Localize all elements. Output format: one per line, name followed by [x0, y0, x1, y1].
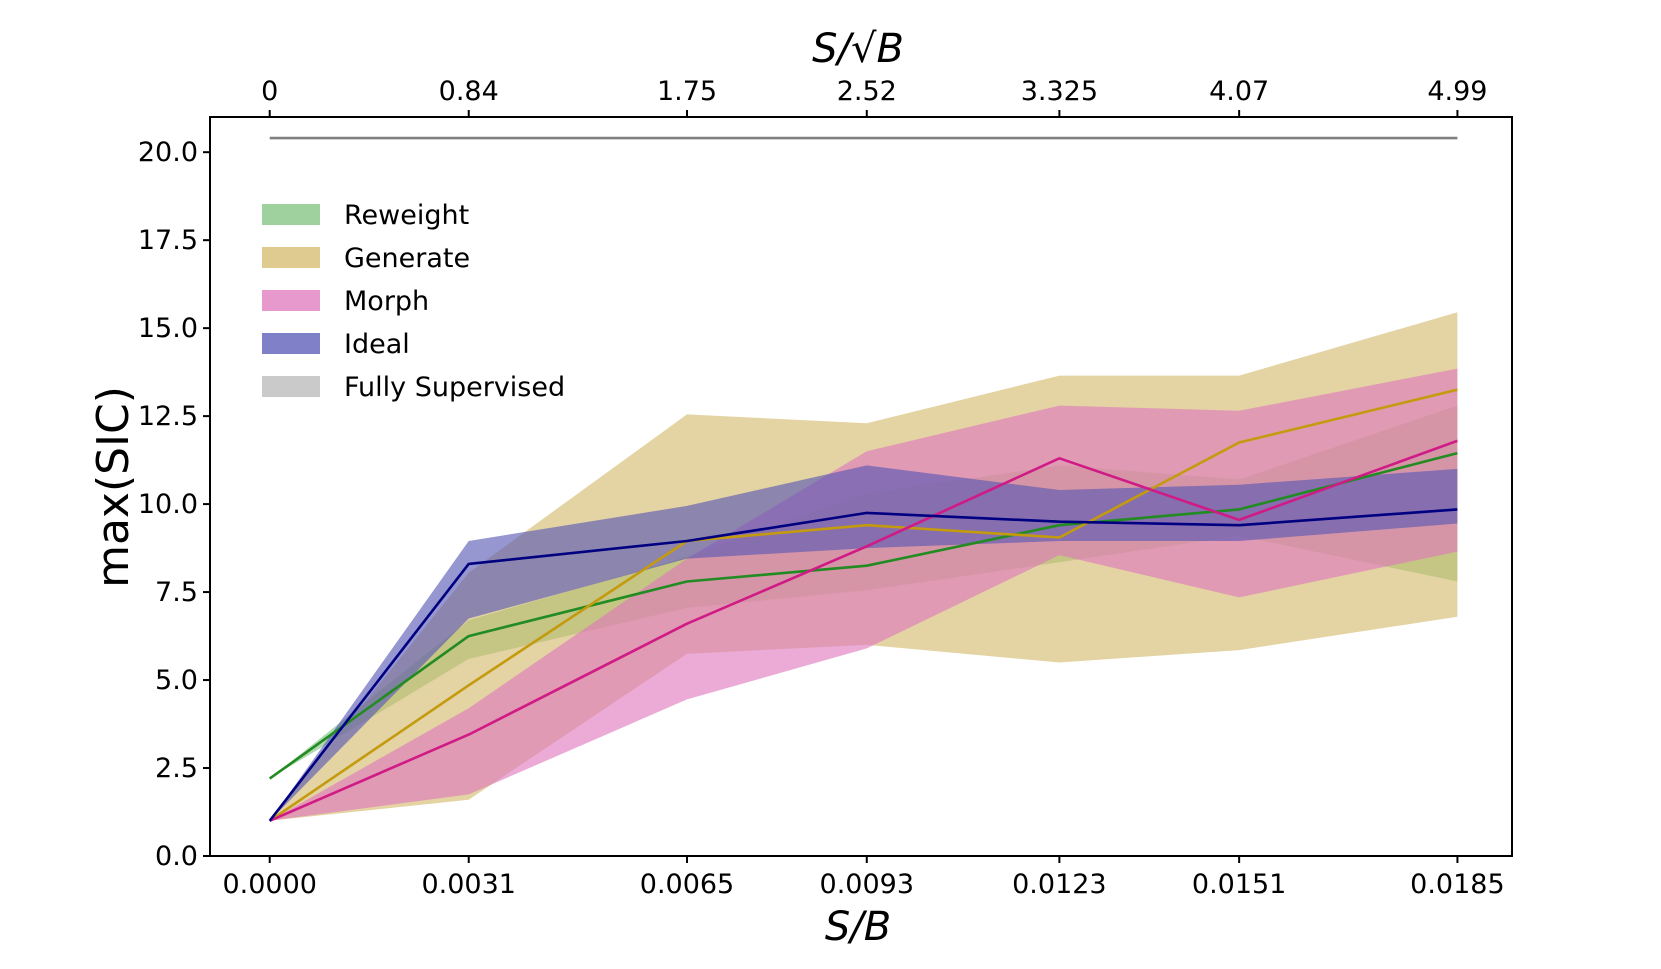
y-tick-label: 5.0 — [155, 665, 198, 696]
bottom-x-tick-label: 0.0000 — [222, 869, 316, 900]
y-tick-label: 20.0 — [138, 137, 198, 168]
y-tick-label: 17.5 — [138, 225, 198, 256]
generate-legend-swatch — [262, 247, 320, 268]
y-tick-label: 0.0 — [155, 841, 198, 872]
bottom-x-tick-label: 0.0031 — [421, 869, 515, 900]
uncertainty-bands — [269, 312, 1458, 821]
top-x-tick-label: 1.75 — [657, 76, 717, 107]
morph-line — [269, 439, 1458, 822]
y-tick-label: 15.0 — [138, 313, 198, 344]
reweight-line — [268, 451, 1458, 780]
top-x-tick-label: 0 — [261, 76, 278, 107]
ideal-legend-label: Ideal — [344, 329, 410, 360]
top-x-tick-label: 2.52 — [837, 76, 897, 107]
bottom-x-tick-label: 0.0151 — [1192, 869, 1286, 900]
fully-supervised-legend-swatch — [262, 376, 320, 397]
generate-legend-label: Generate — [344, 243, 470, 274]
legend: Reweight Generate Morph Ideal Fully Supervis… — [262, 200, 565, 403]
y-tick-label: 10.0 — [138, 489, 198, 520]
morph-band — [269, 368, 1458, 821]
bottom-x-axis-label: S/B — [825, 904, 891, 950]
generate-line — [268, 388, 1458, 822]
y-ticks: 0.0 2.5 5.0 7.5 10.0 12.5 15.0 17.5 20.0 — [138, 137, 210, 872]
y-tick-label: 7.5 — [155, 577, 198, 608]
morph-legend-swatch — [262, 290, 320, 311]
morph-legend-label: Morph — [344, 286, 429, 317]
bottom-x-tick-label: 0.0185 — [1410, 869, 1504, 900]
y-tick-label: 12.5 — [138, 401, 198, 432]
fully-supervised-legend-label: Fully Supervised — [344, 372, 565, 403]
bottom-x-tick-label: 0.0093 — [820, 869, 914, 900]
bottom-x-tick-label: 0.0123 — [1012, 869, 1106, 900]
ideal-legend-swatch — [262, 333, 320, 354]
bottom-x-ticks: 0.0000 0.0031 0.0065 0.0093 0.0123 0.0151 0.01… — [222, 856, 1505, 900]
bottom-x-tick-label: 0.0065 — [640, 869, 734, 900]
ideal-line — [268, 508, 1458, 822]
top-x-tick-label: 3.325 — [1021, 76, 1098, 107]
y-tick-label: 2.5 — [155, 753, 198, 784]
top-x-tick-label: 4.99 — [1427, 76, 1487, 107]
reweight-legend-swatch — [262, 204, 320, 225]
top-x-axis-label: S/√B — [812, 26, 904, 72]
top-x-ticks: 0 0.84 1.75 2.52 3.325 4.07 4.99 — [261, 76, 1487, 117]
top-x-tick-label: 0.84 — [439, 76, 499, 107]
top-x-tick-label: 4.07 — [1209, 76, 1269, 107]
reweight-legend-label: Reweight — [344, 200, 469, 231]
series-lines — [268, 136, 1458, 822]
plot-frame — [209, 116, 1513, 857]
y-axis-label: max(SIC) — [88, 386, 139, 588]
